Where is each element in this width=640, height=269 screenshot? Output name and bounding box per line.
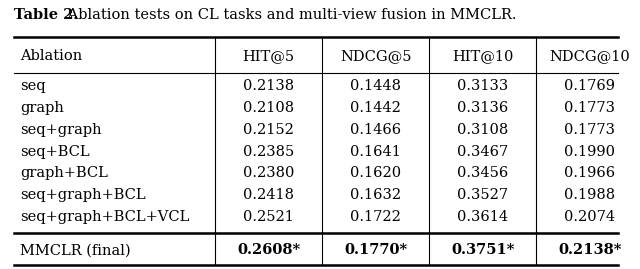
- Text: 0.1632: 0.1632: [350, 188, 401, 202]
- Text: 0.1466: 0.1466: [350, 123, 401, 137]
- Text: NDCG@10: NDCG@10: [549, 49, 630, 63]
- Text: 0.1620: 0.1620: [350, 166, 401, 180]
- Text: 0.3133: 0.3133: [457, 79, 508, 93]
- Text: 0.2152: 0.2152: [243, 123, 294, 137]
- Text: 0.2108: 0.2108: [243, 101, 294, 115]
- Text: seq+graph+BCL+VCL: seq+graph+BCL+VCL: [20, 210, 189, 224]
- Text: 0.1988: 0.1988: [564, 188, 615, 202]
- Text: HIT@10: HIT@10: [452, 49, 513, 63]
- Text: 0.3614: 0.3614: [457, 210, 508, 224]
- Text: HIT@5: HIT@5: [243, 49, 295, 63]
- Text: 0.1769: 0.1769: [564, 79, 615, 93]
- Text: Ablation tests on CL tasks and multi-view fusion in MMCLR.: Ablation tests on CL tasks and multi-vie…: [63, 8, 516, 22]
- Text: 0.1770*: 0.1770*: [344, 243, 407, 257]
- Text: seq+graph: seq+graph: [20, 123, 102, 137]
- Text: 0.1773: 0.1773: [564, 101, 615, 115]
- Text: 0.2138*: 0.2138*: [558, 243, 621, 257]
- Text: 0.2138: 0.2138: [243, 79, 294, 93]
- Text: graph: graph: [20, 101, 64, 115]
- Text: 0.3527: 0.3527: [457, 188, 508, 202]
- Text: MMCLR (final): MMCLR (final): [20, 243, 131, 257]
- Text: 0.2385: 0.2385: [243, 144, 294, 158]
- Text: 0.3467: 0.3467: [457, 144, 508, 158]
- Text: 0.2608*: 0.2608*: [237, 243, 300, 257]
- Text: graph+BCL: graph+BCL: [20, 166, 108, 180]
- Text: 0.2418: 0.2418: [243, 188, 294, 202]
- Text: seq: seq: [20, 79, 46, 93]
- Text: 0.3136: 0.3136: [457, 101, 508, 115]
- Text: 0.1448: 0.1448: [350, 79, 401, 93]
- Text: NDCG@5: NDCG@5: [340, 49, 412, 63]
- Text: 0.2521: 0.2521: [243, 210, 294, 224]
- Text: Ablation: Ablation: [20, 49, 83, 63]
- Text: 0.1773: 0.1773: [564, 123, 615, 137]
- Text: 0.2380: 0.2380: [243, 166, 294, 180]
- Text: 0.3108: 0.3108: [457, 123, 508, 137]
- Text: 0.1442: 0.1442: [350, 101, 401, 115]
- Text: seq+BCL: seq+BCL: [20, 144, 90, 158]
- Text: 0.1641: 0.1641: [350, 144, 401, 158]
- Text: 0.1722: 0.1722: [350, 210, 401, 224]
- Text: 0.1990: 0.1990: [564, 144, 615, 158]
- Text: seq+graph+BCL: seq+graph+BCL: [20, 188, 146, 202]
- Text: 0.3751*: 0.3751*: [451, 243, 515, 257]
- Text: Table 2.: Table 2.: [14, 8, 79, 22]
- Text: 0.2074: 0.2074: [564, 210, 615, 224]
- Text: 0.3456: 0.3456: [457, 166, 508, 180]
- Text: 0.1966: 0.1966: [564, 166, 615, 180]
